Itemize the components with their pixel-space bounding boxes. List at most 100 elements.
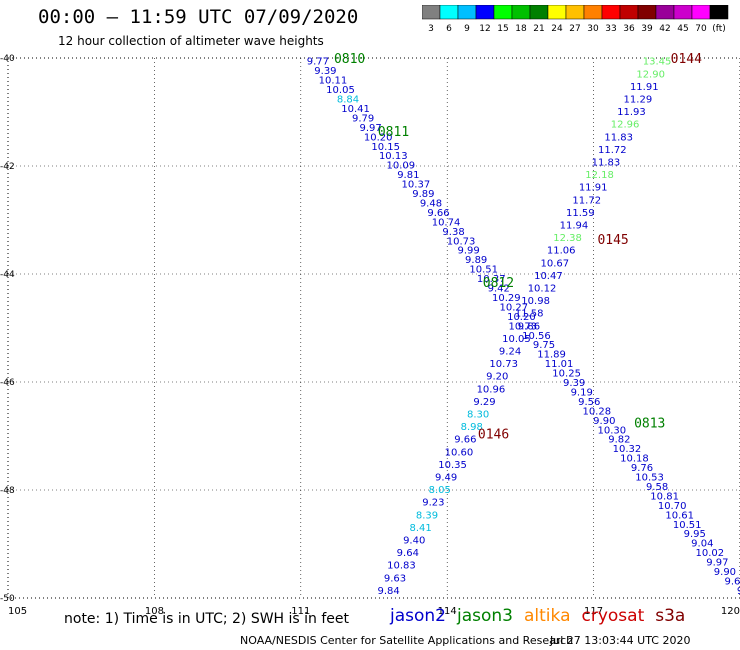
wave-height-value: 10.12 (528, 284, 557, 295)
wave-height-value: 9.20 (486, 372, 508, 383)
wave-height-value: 9.39 (563, 378, 585, 389)
y-tick-label: -44 (0, 270, 15, 280)
color-scale-label: 27 (569, 24, 580, 33)
wave-height-value: 12.96 (611, 120, 640, 131)
satellite-legend-item: jason3 (457, 606, 513, 626)
wave-height-value: 9.42 (488, 284, 510, 295)
wave-height-value: 10.67 (540, 258, 569, 269)
color-scale-label: 33 (605, 24, 616, 33)
color-scale-label: 30 (587, 24, 599, 33)
wave-height-value: 11.29 (624, 95, 653, 106)
wave-height-value: 8.84 (337, 95, 359, 106)
color-scale-label: 21 (533, 24, 544, 33)
pass-time-label: 0145 (597, 233, 628, 248)
color-scale-label: 39 (641, 24, 653, 33)
wave-height-value: 10.29 (492, 293, 521, 304)
wave-height-value: 9.75 (533, 340, 555, 351)
wave-height-value: 10.05 (326, 85, 355, 96)
wave-height-value: 11.72 (598, 145, 627, 156)
satellite-legend-item: cryosat (581, 606, 645, 626)
color-scale-label: 70 (695, 24, 707, 33)
wave-height-value: 10.25 (552, 369, 581, 380)
generated-timestamp: Jul 27 13:03:44 UTC 2020 (550, 634, 691, 647)
wave-height-value: 10.47 (534, 271, 563, 282)
satellite-legend-item: s3a (655, 606, 686, 626)
wave-height-value: 9.63 (384, 573, 406, 584)
wave-height-value: 11.91 (579, 183, 608, 194)
wave-height-value: 10.18 (620, 454, 649, 465)
wave-height-value: 10.73 (509, 321, 538, 332)
wave-height-value: 9.38 (442, 227, 464, 238)
wave-height-value: 9.58 (646, 482, 668, 493)
wave-height-value: 9.89 (412, 189, 434, 200)
wave-height-value: 11.72 (572, 195, 601, 206)
wave-height-value: 9.81 (397, 170, 419, 181)
color-scale-label: 12 (479, 24, 490, 33)
wave-height-value: 11.89 (537, 350, 566, 361)
color-scale-label: 15 (497, 24, 508, 33)
wave-height-value: 8.39 (416, 510, 438, 521)
wave-height-value: 10.20 (507, 312, 536, 323)
wave-height-value: 9.82 (608, 435, 630, 446)
color-scale-label: 9 (464, 24, 470, 33)
wave-height-value: 9.19 (571, 387, 593, 398)
wave-height-value: 9.23 (422, 498, 444, 509)
wave-height-value: 9.97 (360, 123, 382, 134)
wave-height-value: 9.66 (427, 208, 449, 219)
wave-height-value: 10.41 (341, 104, 370, 115)
wave-height-value: 10.74 (432, 217, 461, 228)
wave-height-value: 10.81 (650, 491, 679, 502)
wave-height-value: 10.61 (665, 510, 694, 521)
wave-height-value: 10.32 (613, 444, 642, 455)
pass-time-label: 0813 (634, 417, 665, 432)
wave-height-value: 9.99 (458, 246, 480, 257)
wave-height-value: 9.79 (352, 113, 374, 124)
wave-height-value: 9.86 (518, 321, 540, 332)
credit-text: NOAA/NESDIS Center for Satellite Applica… (240, 634, 574, 647)
wave-height-value: 10.37 (402, 180, 431, 191)
pass-time-label: 0812 (483, 276, 514, 291)
color-scale-label: 24 (551, 24, 563, 33)
color-scale-label: 3 (428, 24, 434, 33)
wave-height-value: 10.27 (500, 302, 529, 313)
wave-height-value: 9.04 (691, 539, 713, 550)
wave-height-value: 9.29 (473, 397, 495, 408)
wave-height-value: 9.66 (454, 435, 476, 446)
wave-height-value: 12.90 (636, 69, 665, 80)
color-scale-legend: 3 6 9 12 15 18 21 24 27 30 33 36 39 42 45 70 (ft) (422, 5, 729, 33)
color-scale-label: 18 (515, 24, 527, 33)
wave-height-value: 9.97 (706, 558, 728, 569)
wave-height-value: 13.45 (643, 57, 672, 68)
pass-time-label: 0810 (334, 52, 365, 67)
wave-height-value: 10.70 (658, 501, 687, 512)
wave-height-value: 10.37 (477, 274, 506, 285)
chart-subtitle: 12 hour collection of altimeter wave hei… (58, 34, 324, 48)
wave-height-value: 10.73 (489, 359, 518, 370)
satellite-legend-item: jason2 (390, 606, 446, 626)
wave-height-value: 9.76 (631, 463, 653, 474)
wave-height-value: 10.60 (445, 447, 474, 458)
wave-height-value: 9 (737, 586, 740, 597)
wave-height-value: 10.53 (635, 473, 664, 484)
color-swatch (709, 5, 729, 20)
y-tick-label: -46 (0, 378, 15, 388)
wave-height-value: 11.58 (515, 309, 544, 320)
wave-height-value: 10.28 (582, 406, 611, 417)
color-scale-label: 36 (623, 24, 635, 33)
wave-height-value: 10.11 (319, 76, 348, 87)
pass-time-label: 0146 (478, 427, 509, 442)
satellite-legend: jason2 jason3 altika cryosat s3a (390, 606, 696, 626)
x-tick-label: 105 (8, 606, 27, 617)
wave-height-value: 9.49 (435, 473, 457, 484)
wave-height-value: 9.40 (403, 536, 425, 547)
wave-height-value: 8.41 (409, 523, 431, 534)
wave-height-value: 11.59 (566, 208, 595, 219)
wave-height-value: 10.30 (598, 425, 627, 436)
wave-height-value: 11.83 (604, 132, 633, 143)
x-tick-label: 111 (291, 606, 310, 617)
x-tick-label: 108 (145, 606, 164, 617)
wave-height-value: 11.83 (592, 158, 621, 169)
pass-time-label: 0144 (671, 52, 702, 67)
wave-height-value: 10.05 (502, 334, 531, 345)
